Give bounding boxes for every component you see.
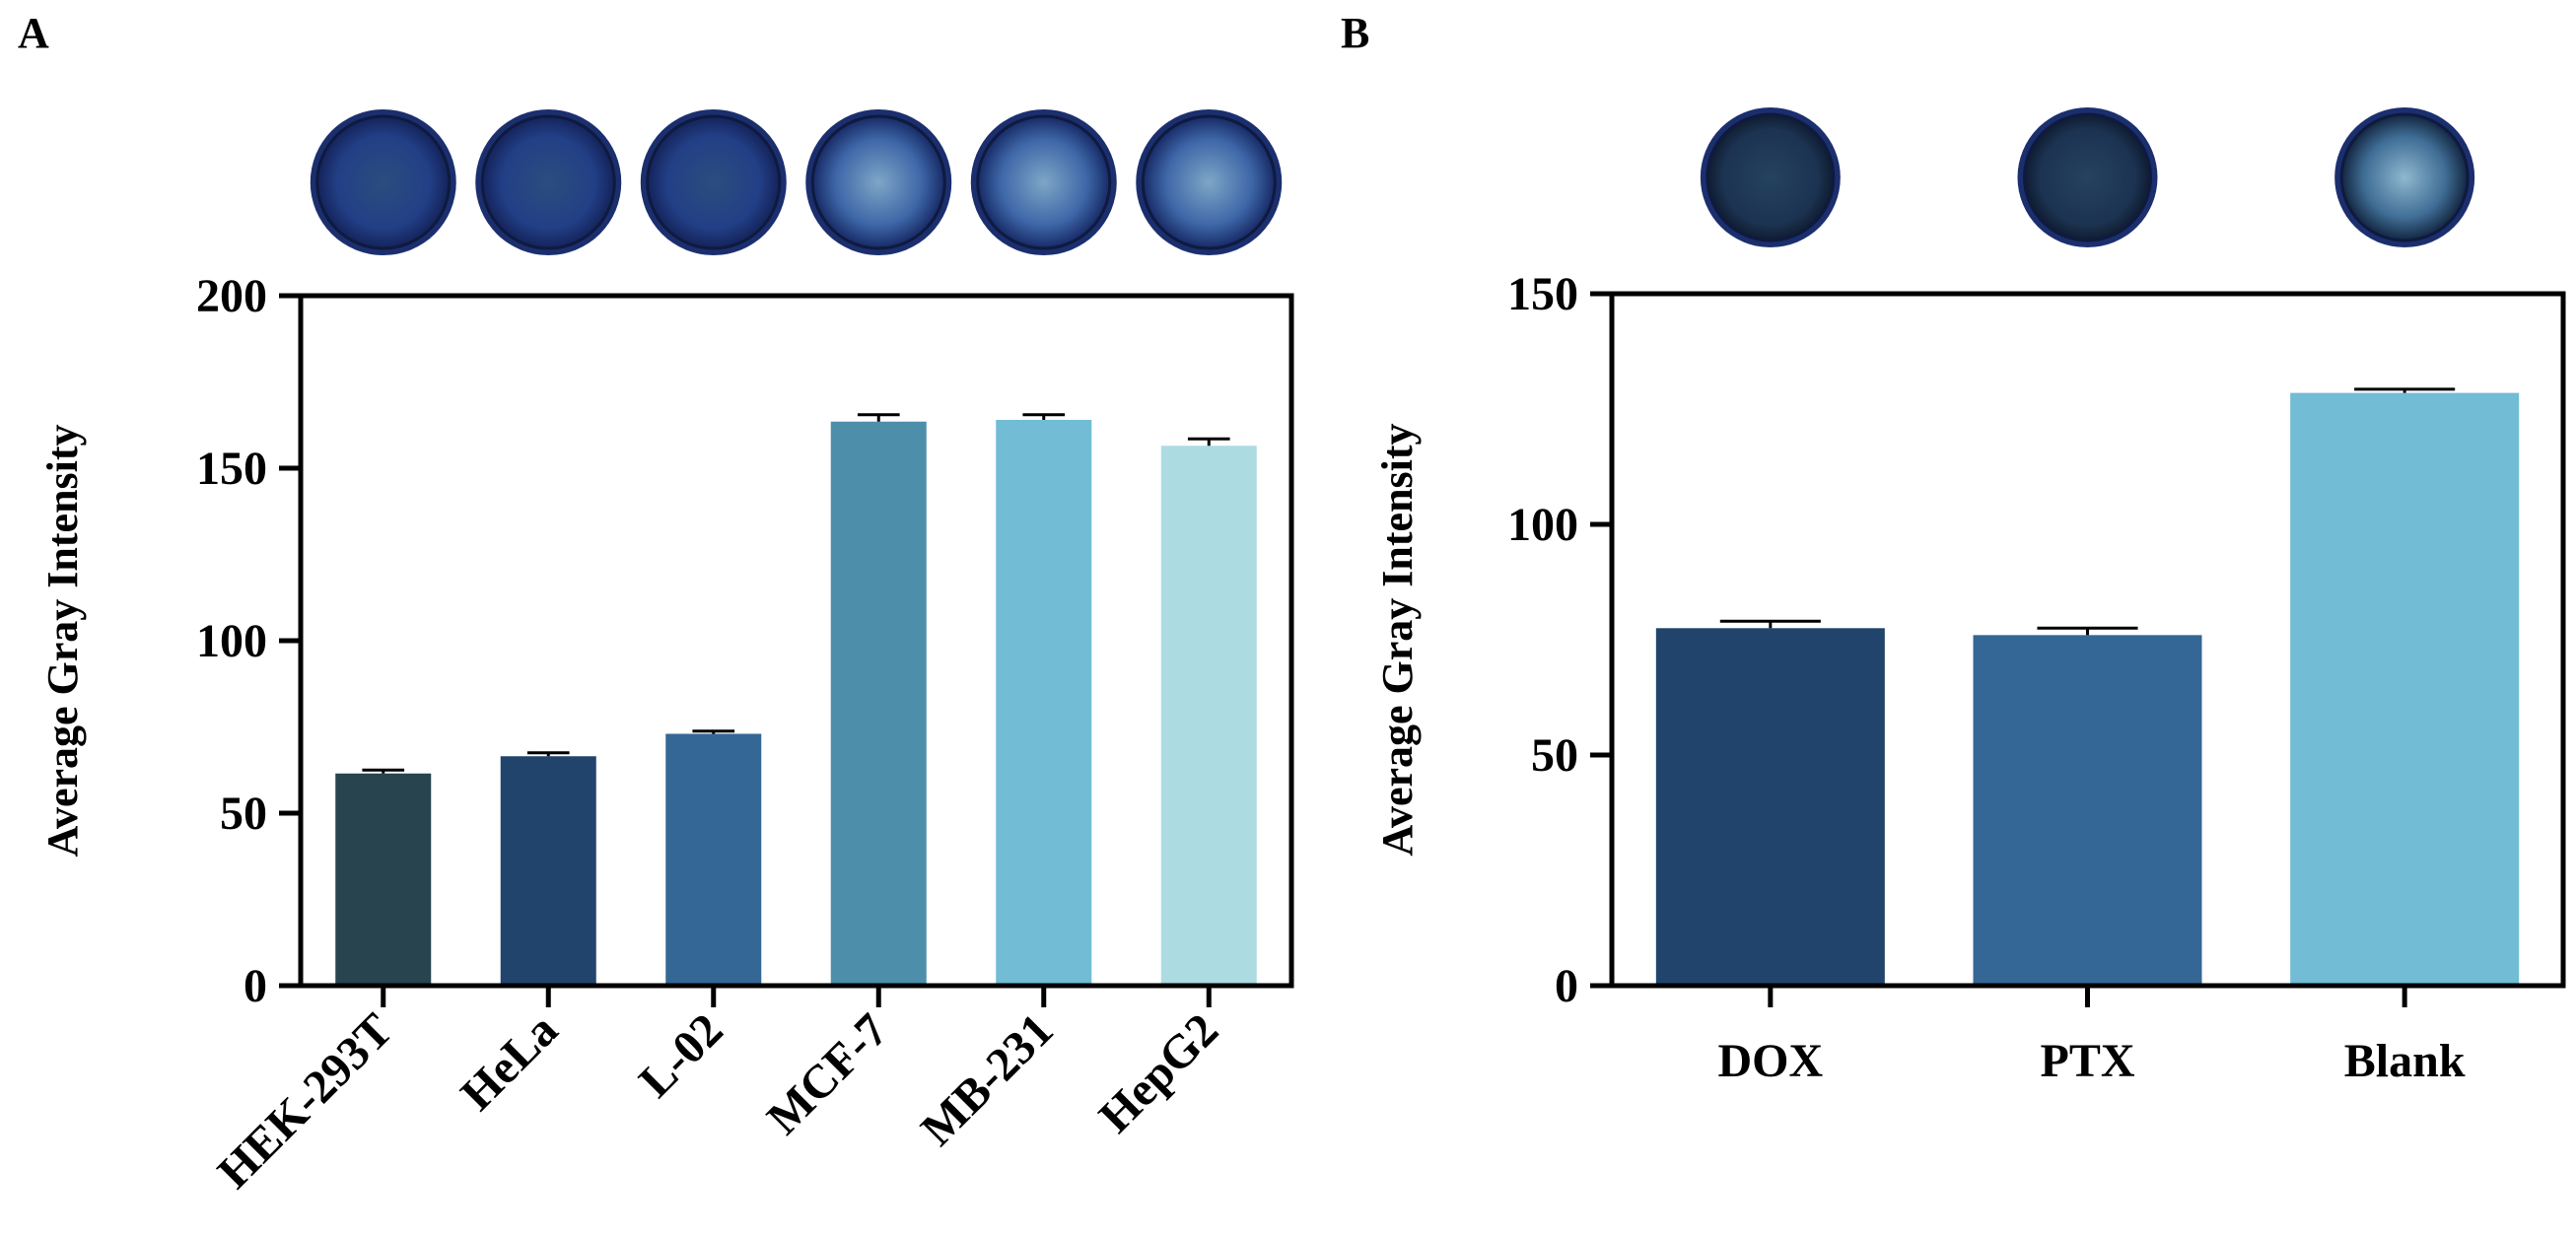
bar-hela	[500, 756, 596, 984]
bar-dox	[1655, 628, 1885, 984]
well-image	[1700, 107, 1841, 247]
y-axis-title: Average Gray Intensity	[1373, 423, 1422, 856]
y-tick-label: 100	[1507, 499, 1578, 551]
y-tick-label: 50	[220, 788, 267, 840]
bar-hepg2	[1160, 446, 1257, 984]
bar-l-02	[665, 733, 762, 984]
bar-blank	[2290, 392, 2520, 984]
well-image	[310, 109, 456, 255]
y-tick-label: 150	[196, 443, 267, 495]
y-tick-label: 100	[196, 615, 267, 667]
x-tick-label: DOX	[1717, 1035, 1823, 1087]
y-tick-label: 150	[1507, 268, 1578, 320]
well-image	[2017, 107, 2158, 247]
well-image	[1136, 109, 1283, 255]
well-image	[805, 109, 952, 255]
x-tick-label: HEK-293T	[208, 1003, 403, 1199]
bar-ptx	[1973, 635, 2202, 984]
panel-label-b: B	[1341, 9, 1369, 57]
bar-mcf-7	[830, 421, 927, 984]
y-tick-label: 0	[244, 960, 267, 1012]
well-image	[475, 109, 622, 255]
y-axis-title: Average Gray Intensity	[38, 424, 87, 857]
x-tick-label: PTX	[2041, 1035, 2135, 1087]
x-tick-label: Blank	[2344, 1035, 2466, 1087]
x-tick-label: MB-231	[911, 1003, 1063, 1155]
well-image	[640, 109, 787, 255]
x-tick-label: HepG2	[1089, 1003, 1228, 1142]
bar-hek-293t	[335, 773, 432, 984]
x-tick-label: HeLa	[451, 1003, 568, 1121]
y-tick-label: 0	[1555, 960, 1578, 1012]
chart-a: 0 50 100 150 200 Average Gray Intensity HEK-29…	[38, 109, 1294, 1199]
well-image	[2334, 107, 2475, 247]
x-tick-label: MCF-7	[757, 1003, 898, 1144]
panel-label-a: A	[18, 9, 49, 57]
bar-mb-231	[996, 420, 1092, 984]
y-tick-label: 50	[1531, 729, 1578, 782]
y-tick-label: 200	[196, 270, 267, 322]
well-image	[970, 109, 1117, 255]
chart-b: 0 50 100 150 Average Gray Intensity DOX PTX Bla…	[1373, 107, 2566, 1087]
x-tick-label: L-02	[629, 1003, 732, 1107]
plot-frame	[298, 293, 1294, 989]
